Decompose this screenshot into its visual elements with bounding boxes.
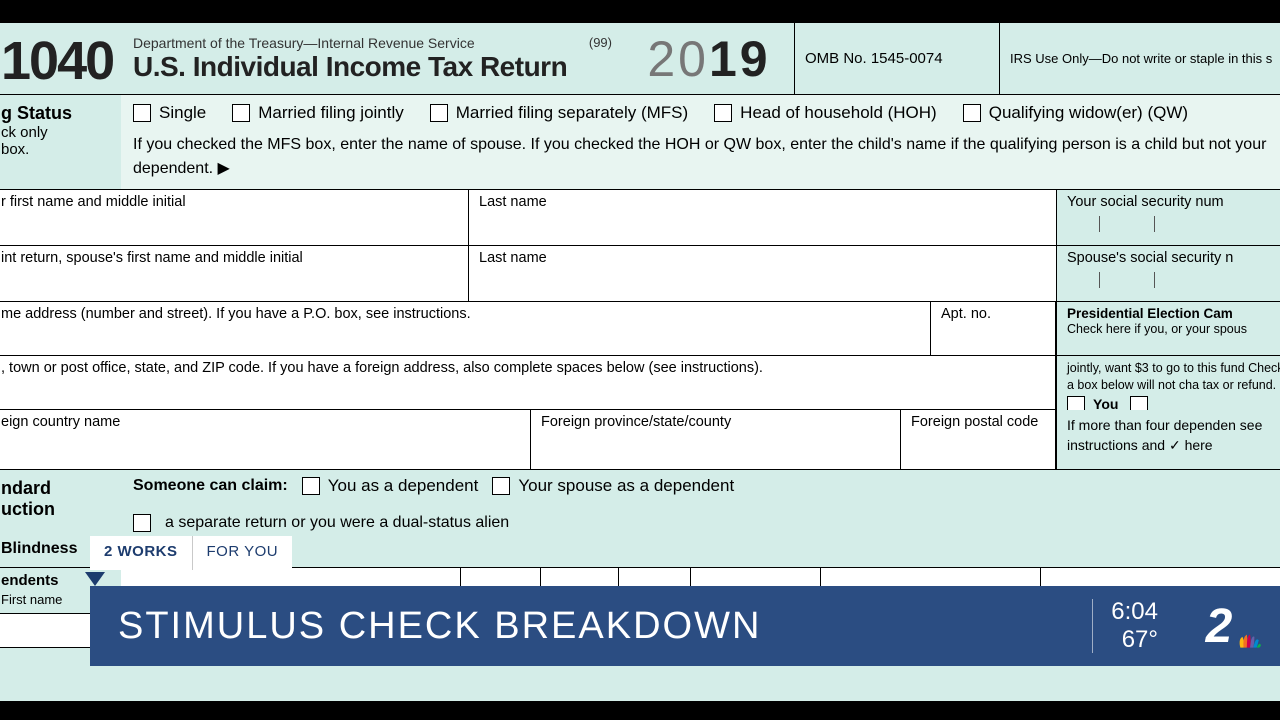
checkbox-icon	[133, 104, 151, 122]
first-name-field[interactable]: r first name and middle initial	[0, 190, 469, 245]
news-lower-third: STIMULUS CHECK BREAKDOWN 6:04 67° 2	[90, 586, 1280, 666]
code-99: (99)	[589, 35, 612, 50]
filing-status-instructions: If you checked the MFS box, enter the na…	[133, 133, 1280, 181]
foreign-postal-field[interactable]: Foreign postal code	[901, 410, 1056, 469]
foreign-row: eign country name Foreign province/state…	[0, 410, 1280, 470]
checkbox-icon	[492, 477, 510, 495]
std-deduction-row: ndard uction Someone can claim: You as a…	[0, 470, 1280, 538]
apt-field[interactable]: Apt. no.	[931, 302, 1056, 355]
dept-text: Department of the Treasury—Internal Reve…	[133, 35, 475, 51]
ssn-label: Your social security num	[1067, 194, 1224, 210]
filing-status-sub2: box.	[1, 141, 111, 158]
omb-number: OMB No. 1545-0074	[794, 23, 999, 94]
ssn-ticks	[1067, 272, 1280, 288]
cb-mfj[interactable]: Married filing jointly	[232, 103, 404, 123]
four-dependents-note: If more than four dependen see instructi…	[1056, 410, 1280, 469]
station-logo: 2	[1174, 596, 1264, 656]
irs-use-only: IRS Use Only—Do not write or staple in t…	[999, 23, 1280, 94]
year-bold: 19	[709, 30, 771, 88]
checkbox-icon	[232, 104, 250, 122]
form-number-cell: 1040	[0, 23, 121, 94]
checkbox-icon	[963, 104, 981, 122]
temperature: 67°	[1111, 626, 1158, 654]
checkbox-icon[interactable]	[133, 514, 151, 532]
spouse-ssn-label: Spouse's social security n	[1067, 250, 1233, 266]
std-deduction-label: ndard uction	[0, 470, 121, 538]
filing-status-label-cell: g Status ck only box.	[0, 95, 121, 189]
news-tag-2: FOR YOU	[193, 536, 293, 570]
form-title-cell: Department of the Treasury—Internal Reve…	[121, 23, 624, 94]
presidential-campaign-cell: Presidential Election Cam Check here if …	[1056, 302, 1280, 355]
nbc-peacock-icon	[1236, 626, 1262, 652]
news-tag-banner: 2 WORKS FOR YOU	[90, 536, 292, 570]
spouse-ssn-field[interactable]: Spouse's social security n	[1057, 246, 1280, 301]
filing-status-row: g Status ck only box. Single Married fil…	[0, 95, 1280, 190]
someone-claim-label: Someone can claim:	[133, 477, 288, 495]
presidential-body-1: Check here if you, or your spous	[1067, 321, 1280, 338]
foreign-province-field[interactable]: Foreign province/state/county	[531, 410, 901, 469]
your-name-row: r first name and middle initial Last nam…	[0, 190, 1280, 246]
clock-time: 6:04	[1111, 598, 1158, 626]
form-title: U.S. Individual Income Tax Return	[133, 51, 612, 83]
year-prefix: 20	[647, 30, 709, 88]
filing-status-label: g Status	[1, 103, 111, 124]
time-temp-block: 6:04 67°	[1111, 598, 1158, 654]
cb-qw[interactable]: Qualifying widow(er) (QW)	[963, 103, 1188, 123]
home-address-field[interactable]: me address (number and street). If you h…	[0, 302, 931, 355]
cb-mfs[interactable]: Married filing separately (MFS)	[430, 103, 688, 123]
cb-you-dependent[interactable]: You as a dependent	[302, 476, 479, 496]
checkbox-icon	[430, 104, 448, 122]
address-row: me address (number and street). If you h…	[0, 302, 1280, 356]
last-name-field[interactable]: Last name	[469, 190, 1057, 245]
presidential-title: Presidential Election Cam	[1067, 306, 1280, 321]
filing-status-checkboxes: Single Married filing jointly Married fi…	[133, 103, 1280, 123]
presidential-body-2: jointly, want $3 to go to this fund Chec…	[1067, 360, 1280, 394]
banner-notch-icon	[85, 572, 105, 586]
someone-can-claim-content: Someone can claim: You as a dependent Yo…	[121, 470, 1280, 538]
spouse-name-row: int return, spouse's first name and midd…	[0, 246, 1280, 302]
city-row: , town or post office, state, and ZIP co…	[0, 356, 1280, 410]
station-number: 2	[1206, 599, 1233, 654]
filing-status-sub1: ck only	[1, 124, 111, 141]
cb-spouse-dependent[interactable]: Your spouse as a dependent	[492, 476, 734, 496]
ssn-ticks	[1067, 216, 1280, 232]
ssn-field[interactable]: Your social security num	[1057, 190, 1280, 245]
news-headline: STIMULUS CHECK BREAKDOWN	[90, 605, 761, 648]
spouse-last-name-field[interactable]: Last name	[469, 246, 1057, 301]
city-field[interactable]: , town or post office, state, and ZIP co…	[0, 356, 1056, 410]
filing-status-content: Single Married filing jointly Married fi…	[121, 95, 1280, 189]
form-header: 1040 Department of the Treasury—Internal…	[0, 23, 1280, 95]
form-number: 1040	[1, 30, 113, 92]
checkbox-icon	[714, 104, 732, 122]
checkbox-icon	[302, 477, 320, 495]
news-tag-1: 2 WORKS	[90, 536, 192, 570]
foreign-country-field[interactable]: eign country name	[0, 410, 531, 469]
vertical-divider	[1092, 599, 1093, 653]
dual-status-label: a separate return or you were a dual-sta…	[165, 514, 509, 532]
spouse-first-name-field[interactable]: int return, spouse's first name and midd…	[0, 246, 469, 301]
cb-hoh[interactable]: Head of household (HOH)	[714, 103, 937, 123]
tax-year: 2019	[624, 23, 794, 94]
blindness-content	[121, 538, 1280, 567]
presidential-body-cell: jointly, want $3 to go to this fund Chec…	[1056, 356, 1280, 410]
cb-single[interactable]: Single	[133, 103, 206, 123]
